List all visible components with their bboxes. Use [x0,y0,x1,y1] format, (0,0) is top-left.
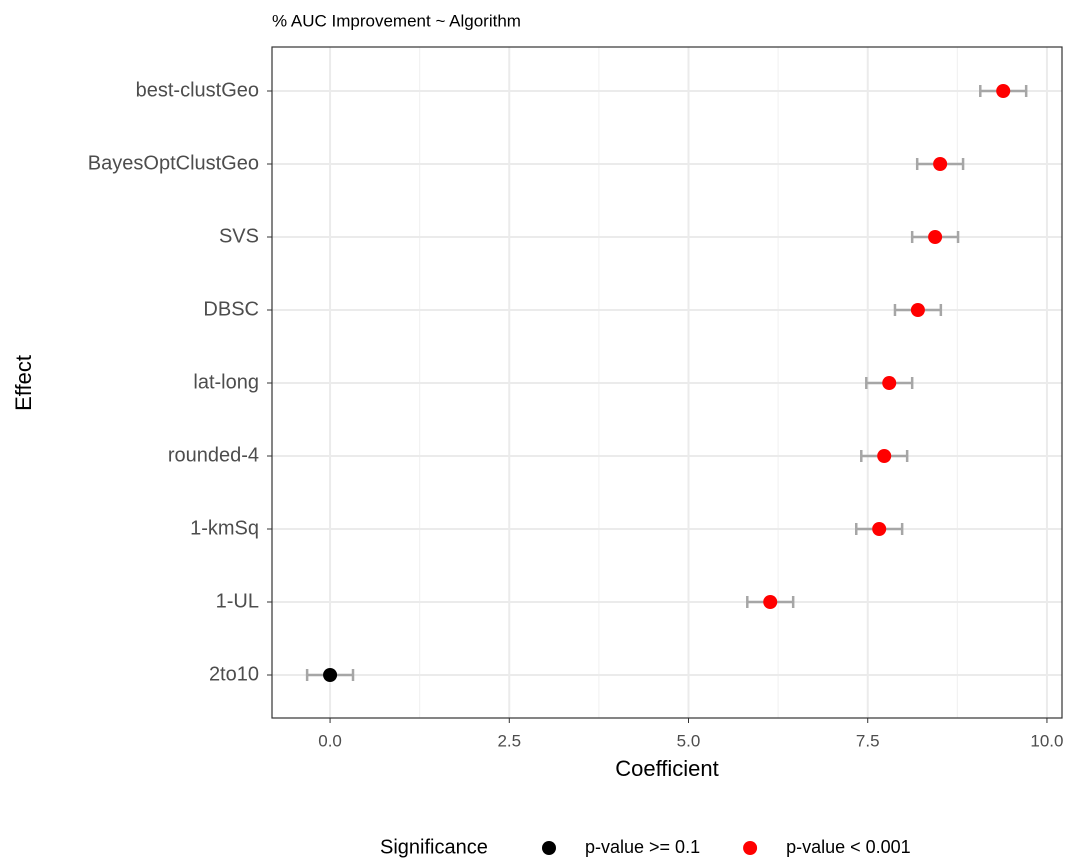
point [323,668,338,682]
y-tick-label: DBSC [203,298,259,320]
x-tick-label: 5.0 [677,731,701,750]
y-tick-label: rounded-4 [168,444,259,466]
x-axis-label: Coefficient [615,756,719,781]
y-tick-label: 2to10 [209,663,259,685]
x-tick-label: 7.5 [856,731,880,750]
legend-swatch [743,841,758,855]
y-tick-label: 1-kmSq [190,517,259,539]
x-tick-label: 2.5 [497,731,521,750]
point [933,157,948,171]
x-tick-label: 0.0 [318,731,342,750]
point [877,449,892,463]
point [910,303,925,317]
y-tick-label: lat-long [193,371,259,393]
y-tick-label: BayesOptClustGeo [88,152,259,174]
point [763,595,778,609]
point [996,84,1011,98]
legend-label: p-value < 0.001 [786,837,911,857]
y-tick-label: 1-UL [216,590,259,612]
plot-border [271,46,1063,719]
y-axis-label: Effect [11,355,36,411]
legend-swatch [542,841,556,855]
legend-label: p-value >= 0.1 [585,837,700,857]
point [872,522,887,536]
x-tick-label: 10.0 [1030,731,1063,750]
legend-title: Significance [380,836,488,858]
point [882,376,897,390]
y-tick-label: best-clustGeo [136,79,259,101]
y-tick-label: SVS [219,225,259,247]
chart-title: % AUC Improvement ~ Algorithm [272,11,521,30]
point [928,230,943,244]
